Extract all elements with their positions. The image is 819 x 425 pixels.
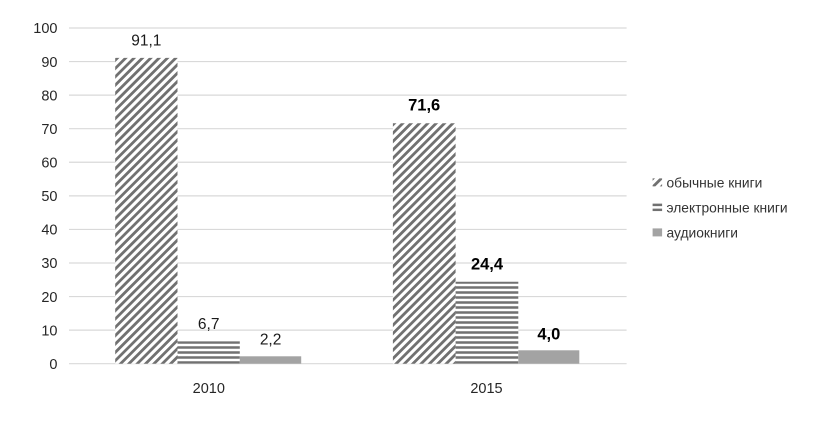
- svg-text:2010: 2010: [193, 381, 225, 397]
- svg-text:2,2: 2,2: [260, 331, 282, 348]
- svg-text:71,6: 71,6: [408, 97, 440, 115]
- svg-text:100: 100: [33, 21, 57, 37]
- svg-text:24,4: 24,4: [471, 256, 504, 274]
- svg-text:91,1: 91,1: [131, 32, 161, 49]
- svg-text:30: 30: [41, 256, 57, 272]
- svg-text:40: 40: [41, 223, 57, 239]
- svg-text:50: 50: [41, 189, 57, 205]
- svg-text:70: 70: [41, 122, 57, 138]
- svg-text:90: 90: [41, 55, 57, 71]
- svg-text:20: 20: [41, 290, 57, 306]
- svg-text:0: 0: [49, 357, 57, 373]
- svg-text:60: 60: [41, 155, 57, 171]
- svg-text:электронные книги: электронные книги: [667, 201, 788, 216]
- svg-text:аудиокниги: аудиокниги: [667, 226, 739, 241]
- svg-text:80: 80: [41, 88, 57, 104]
- svg-text:4,0: 4,0: [537, 325, 560, 343]
- svg-text:10: 10: [41, 323, 57, 339]
- svg-text:6,7: 6,7: [198, 316, 220, 333]
- svg-text:обычные книги: обычные книги: [667, 176, 763, 191]
- svg-text:2015: 2015: [470, 381, 502, 397]
